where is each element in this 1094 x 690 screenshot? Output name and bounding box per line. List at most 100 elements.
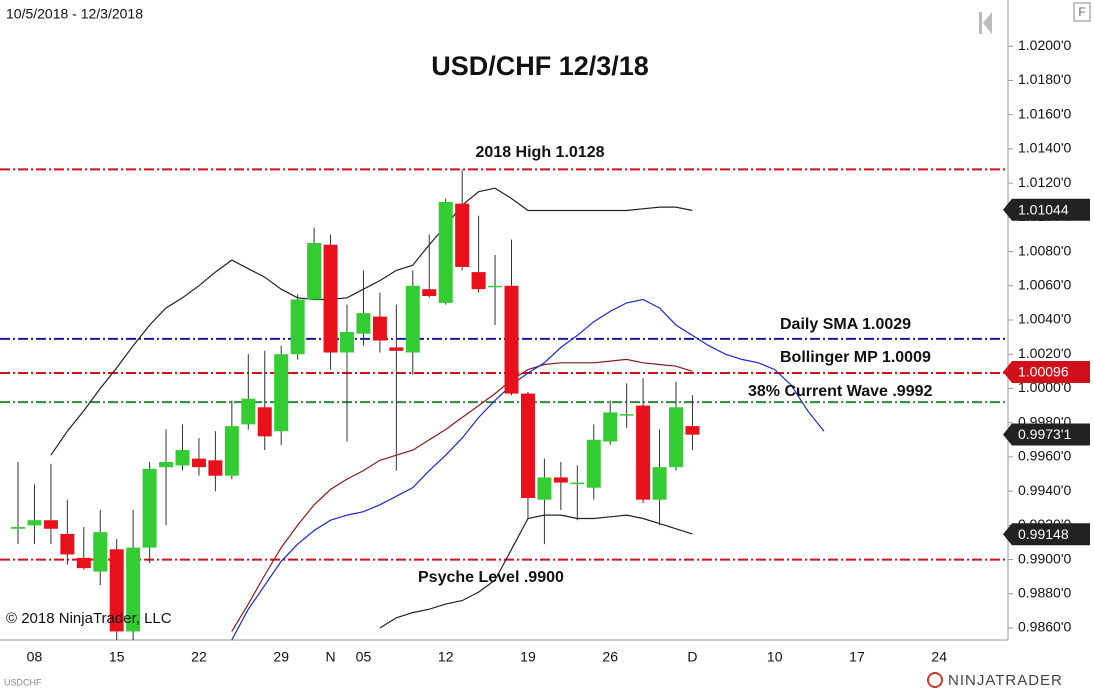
x-tick-label: 22: [191, 649, 207, 665]
candle-body: [340, 331, 354, 353]
y-tick-label: 1.0120'0: [1018, 174, 1071, 190]
candle-body: [11, 527, 25, 529]
candles-layer: [11, 169, 700, 640]
date-range: 10/5/2018 - 12/3/2018: [6, 6, 143, 22]
candle-body: [307, 242, 322, 300]
x-tick-label: D: [687, 649, 697, 665]
candle-body: [142, 468, 157, 548]
candle-body: [257, 407, 272, 437]
price-marker-label: 0.99148: [1018, 526, 1069, 542]
indicator-line: [231, 298, 825, 641]
candle-body: [27, 520, 42, 526]
y-tick-label: 1.0180'0: [1018, 71, 1071, 87]
y-tick-label: 0.9860'0: [1018, 619, 1071, 635]
x-tick-label: 05: [356, 649, 372, 665]
y-tick-label: 1.0080'0: [1018, 242, 1071, 258]
y-tick-label: 1.0060'0: [1018, 276, 1071, 292]
candle-body: [488, 285, 503, 288]
price-marker-label: 1.00096: [1018, 364, 1069, 380]
y-tick-label: 1.0040'0: [1018, 311, 1071, 327]
candle-body: [422, 289, 437, 297]
candle-body: [471, 272, 486, 290]
x-tick-label: 24: [931, 649, 947, 665]
y-tick-label: 0.9900'0: [1018, 550, 1071, 566]
footer-layer: © 2018 NinjaTrader, LLC: [6, 610, 172, 627]
candle-body: [537, 477, 552, 500]
x-tick-label: 19: [520, 649, 536, 665]
y-tick-label: 0.9880'0: [1018, 584, 1071, 600]
candle-body: [570, 482, 585, 485]
candle-body: [619, 414, 634, 416]
x-tick-label: 29: [273, 649, 289, 665]
y-tick-label: 1.0020'0: [1018, 345, 1071, 361]
candle-body: [553, 477, 568, 483]
y-tick-label: 1.0000'0: [1018, 379, 1071, 395]
candle-body: [175, 450, 190, 466]
price-marker: [1003, 361, 1090, 384]
candle-body: [438, 201, 453, 303]
labels-layer: 2018 High 1.0128 Daily SMA 1.0029 Bollinge…: [418, 144, 932, 586]
candle-body: [603, 412, 618, 442]
price-marker: [1003, 523, 1090, 546]
candle-body: [60, 533, 75, 555]
candle-body: [159, 462, 174, 468]
price-marker-label: 0.9973'1: [1018, 426, 1071, 442]
y-tick-label: 0.9960'0: [1018, 448, 1071, 464]
level-label: 38% Current Wave .9992: [748, 383, 932, 400]
x-tick-label: 12: [438, 649, 454, 665]
level-label: Bollinger MP 1.0009: [780, 349, 931, 366]
y-tick-label: 1.0140'0: [1018, 140, 1071, 156]
candle-body: [274, 354, 289, 432]
panel-button-label: F: [1078, 5, 1085, 19]
brand-name: NINJATRADER: [948, 672, 1063, 689]
candle-body: [241, 398, 256, 425]
indicator-line: [379, 514, 693, 629]
candle-body: [224, 426, 239, 476]
candle-body: [323, 244, 338, 353]
indicator-line: [231, 358, 693, 632]
brand-logo: [927, 672, 943, 688]
x-tick-label: 10: [767, 649, 783, 665]
indicator-line: [50, 187, 693, 456]
x-tick-label: N: [325, 649, 335, 665]
candle-body: [504, 285, 519, 394]
x-tick-label: 08: [27, 649, 43, 665]
collapse-bar: [979, 12, 982, 34]
level-label: Psyche Level .9900: [418, 569, 564, 586]
candle-body: [669, 407, 683, 468]
x-tick-label: 15: [109, 649, 125, 665]
price-marker: [1003, 423, 1090, 446]
price-marker-label: 1.01044: [1018, 201, 1069, 217]
axis-layer: 0.9860'00.9880'00.9900'00.9920'00.9940'0…: [27, 37, 1090, 665]
candle-body: [685, 426, 700, 435]
levels-layer: [0, 168, 1008, 561]
candle-body: [405, 285, 420, 353]
candle-body: [191, 458, 206, 468]
chart-title: USD/CHF 12/3/18: [431, 51, 649, 81]
candle-body: [652, 467, 667, 500]
collapse-arrow: [983, 12, 992, 34]
candle-body: [93, 532, 108, 572]
candle-body: [586, 439, 601, 488]
y-tick-label: 1.0160'0: [1018, 105, 1071, 121]
candle-body: [455, 203, 470, 267]
candle-body: [290, 299, 305, 355]
level-label: 2018 High 1.0128: [476, 144, 605, 161]
candle-body: [372, 316, 387, 341]
collapse-icon[interactable]: [979, 12, 992, 34]
level-label: Daily SMA 1.0029: [780, 316, 911, 333]
panel-button[interactable]: [1073, 2, 1091, 22]
price-marker: [1003, 198, 1090, 221]
x-tick-label: 17: [849, 649, 865, 665]
candle-body: [520, 393, 535, 498]
x-tick-label: 26: [602, 649, 618, 665]
candle-body: [389, 347, 404, 351]
candle-body: [76, 557, 91, 569]
candle-body: [208, 460, 223, 476]
candle-body: [126, 547, 141, 632]
instrument-label: USDCHF: [4, 677, 42, 687]
candle-body: [636, 405, 651, 500]
